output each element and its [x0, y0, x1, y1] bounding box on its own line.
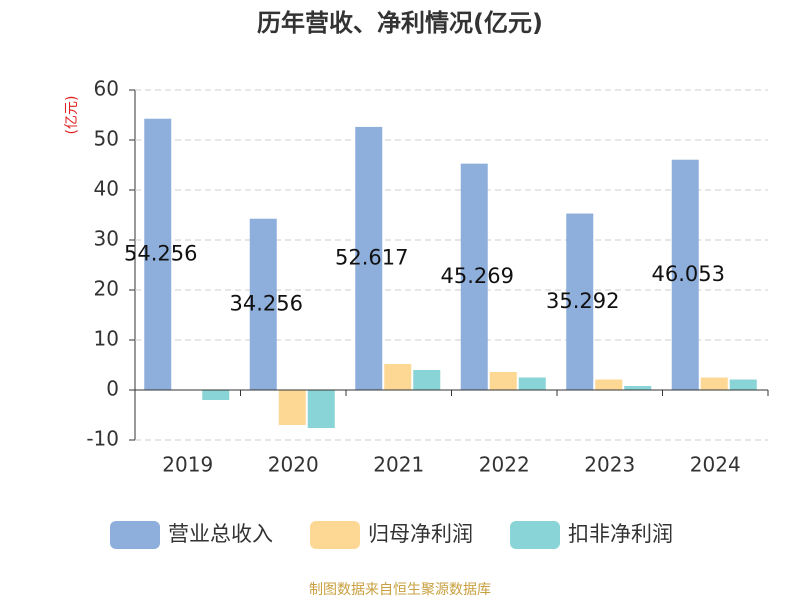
y-tick-label: 0	[106, 377, 119, 401]
y-tick-label: 20	[94, 277, 119, 301]
data-label: 45.269	[441, 264, 514, 288]
legend-label: 归母净利润	[368, 522, 473, 546]
bar	[460, 163, 488, 390]
bar	[202, 390, 230, 400]
chart-title: 历年营收、净利情况(亿元)	[257, 9, 543, 37]
bar	[566, 213, 594, 390]
y-tick-label: 50	[94, 127, 119, 151]
bar	[355, 126, 383, 390]
legend-swatch	[310, 521, 360, 549]
bar	[729, 379, 757, 390]
bar	[307, 390, 335, 428]
y-tick-label: -10	[86, 427, 119, 451]
source-note: 制图数据来自恒生聚源数据库	[309, 582, 491, 598]
bar	[413, 370, 441, 390]
bar	[489, 372, 517, 390]
x-tick-label: 2020	[268, 453, 319, 477]
x-tick-label: 2023	[584, 453, 635, 477]
x-tick-label: 2021	[373, 453, 424, 477]
bar	[278, 390, 306, 425]
y-tick-label: 30	[94, 227, 119, 251]
bar	[700, 377, 728, 390]
y-tick-label: 60	[94, 77, 119, 101]
legend-swatch	[510, 521, 560, 549]
data-label: 35.292	[546, 289, 619, 313]
bar	[384, 364, 412, 390]
legend-swatch	[110, 521, 160, 549]
y-tick-label: 40	[94, 177, 119, 201]
x-tick-label: 2022	[479, 453, 530, 477]
y-axis-label: (亿元)	[64, 96, 80, 135]
data-label: 46.053	[652, 262, 725, 286]
bar	[624, 386, 652, 390]
bar	[595, 379, 623, 390]
x-tick-label: 2019	[162, 453, 213, 477]
bar	[518, 377, 546, 390]
bar	[249, 218, 277, 390]
bar	[144, 118, 172, 390]
data-label: 34.256	[230, 291, 303, 315]
legend-label: 扣非净利润	[568, 522, 673, 546]
legend-label: 营业总收入	[168, 522, 273, 546]
data-label: 54.256	[124, 241, 197, 265]
x-tick-label: 2024	[690, 453, 741, 477]
bar	[671, 159, 699, 390]
y-tick-label: 10	[94, 327, 119, 351]
data-label: 52.617	[335, 245, 408, 269]
